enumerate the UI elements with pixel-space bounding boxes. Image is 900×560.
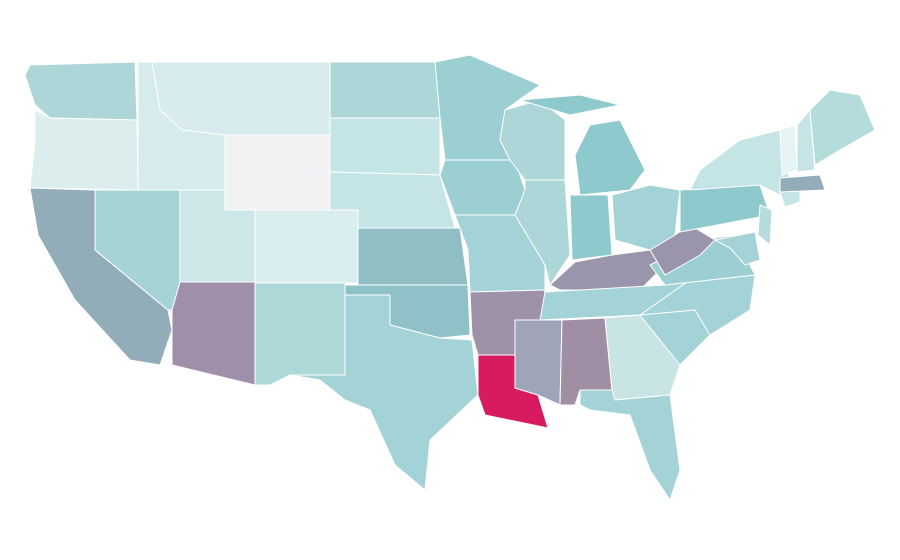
region bbox=[639, 274, 756, 336]
region bbox=[679, 184, 771, 233]
region bbox=[519, 94, 621, 116]
region bbox=[439, 159, 526, 216]
region bbox=[357, 227, 469, 286]
region bbox=[24, 61, 138, 121]
region bbox=[779, 174, 826, 193]
region bbox=[796, 109, 816, 173]
region bbox=[29, 109, 139, 191]
region bbox=[779, 124, 798, 176]
region bbox=[714, 231, 761, 266]
region bbox=[757, 204, 773, 246]
region bbox=[171, 281, 256, 386]
region bbox=[579, 389, 681, 501]
region bbox=[289, 294, 479, 491]
region bbox=[569, 194, 613, 261]
region bbox=[779, 189, 801, 208]
region bbox=[329, 61, 441, 119]
region bbox=[514, 179, 571, 286]
region bbox=[224, 134, 331, 211]
region bbox=[329, 117, 441, 176]
region bbox=[254, 282, 346, 386]
region bbox=[574, 119, 646, 196]
region bbox=[254, 209, 359, 284]
region bbox=[514, 319, 563, 406]
region bbox=[151, 61, 331, 136]
region bbox=[809, 89, 876, 166]
